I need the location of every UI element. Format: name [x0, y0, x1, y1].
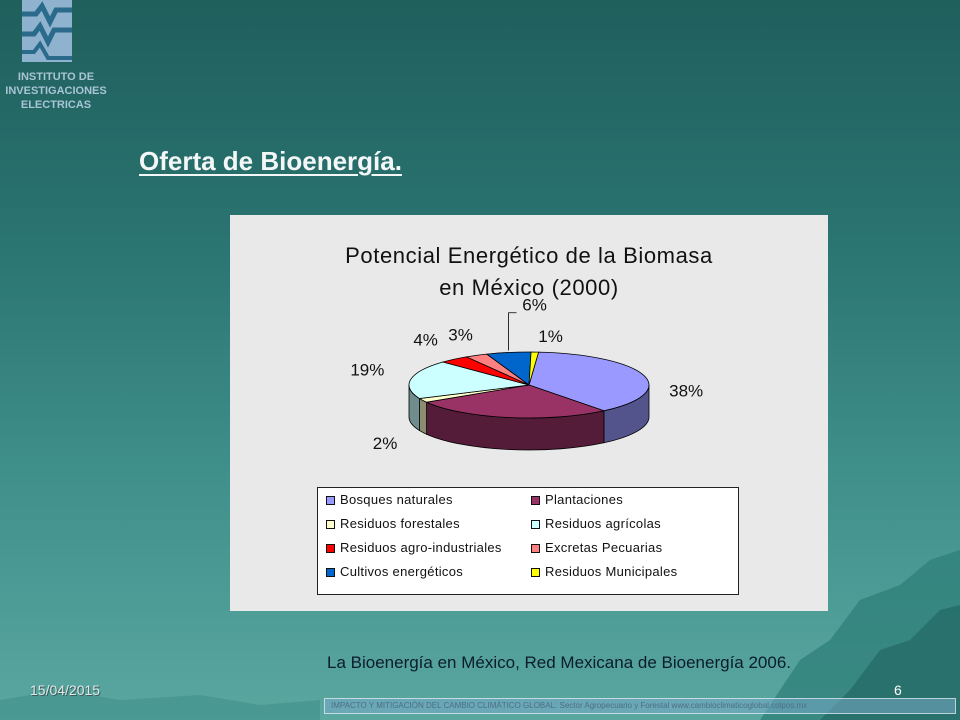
legend-swatch: [326, 520, 335, 529]
institute-logo-mark: [22, 0, 72, 62]
legend-label: Residuos forestales: [340, 516, 460, 531]
legend-label: Residuos agrícolas: [545, 516, 661, 531]
legend-label: Cultivos energéticos: [340, 564, 464, 579]
logo-line-2: INVESTIGACIONES: [5, 85, 107, 97]
pie-slice-residuos-agricolas: [408, 361, 530, 399]
pie-chart-panel: Potencial Energético de la Biomasa en Mé…: [230, 215, 828, 611]
institute-logo: INSTITUTO DE INVESTIGACIONES ELECTRICAS: [0, 0, 112, 120]
legend-swatch: [531, 544, 540, 553]
chart-title-line-1: Potencial Energético de la Biomasa: [345, 243, 713, 268]
data-label-residuos-forestales: 2%: [373, 434, 398, 453]
legend-label: Residuos agro-industriales: [340, 540, 502, 555]
legend-swatch: [326, 544, 335, 553]
source-citation: La Bioenergía en México, Red Mexicana de…: [327, 653, 792, 672]
pie-slice-residuos-municipales: [528, 351, 540, 386]
data-label-residuos-agro-industriales: 4%: [413, 330, 438, 349]
pie-data-labels: 38%27%2%19%4%3%6%1%: [350, 296, 703, 510]
slide-date: 15/04/2015: [30, 682, 101, 698]
data-label-excretas-pecuarias: 3%: [448, 325, 473, 344]
legend-swatch: [531, 568, 540, 577]
legend-swatch: [326, 568, 335, 577]
legend-swatch: [531, 520, 540, 529]
chart-title-line-2: en México (2000): [439, 275, 619, 300]
pie-slice-side-residuos-forestales: [419, 397, 427, 435]
legend-label: Excretas Pecuarias: [545, 540, 663, 555]
page-number: 6: [894, 682, 902, 698]
logo-line-1: INSTITUTO DE: [17, 71, 95, 83]
legend-swatch: [326, 496, 335, 505]
logo-line-3: ELECTRICAS: [20, 99, 92, 111]
data-label-cultivos-energeticos: 6%: [522, 296, 547, 315]
data-label-bosques-naturales: 38%: [669, 381, 703, 400]
footer-banner: IMPACTO Y MITIGACIÓN DEL CAMBIO CLIMÁTIC…: [324, 698, 956, 714]
institute-logo-text: INSTITUTO DE INVESTIGACIONES ELECTRICAS: [0, 70, 112, 112]
slide-title: Oferta de Bioenergía.: [139, 146, 402, 176]
pie-slice-plantaciones: [425, 384, 606, 419]
data-label-residuos-municipales: 1%: [538, 327, 563, 346]
pie-slice-bosques-naturales: [528, 351, 650, 412]
leader-line: [508, 312, 517, 351]
legend-label: Bosques naturales: [340, 492, 453, 507]
legend-label: Residuos Municipales: [545, 564, 678, 579]
legend-label: Plantaciones: [545, 492, 624, 507]
chart-legend: Bosques naturales Plantaciones Residuos …: [317, 487, 739, 595]
data-label-residuos-agricolas: 19%: [350, 361, 384, 380]
pie-chart: Potencial Energético de la Biomasa en Mé…: [345, 243, 713, 510]
pie-slices: [408, 351, 650, 451]
legend-swatch: [531, 496, 540, 505]
